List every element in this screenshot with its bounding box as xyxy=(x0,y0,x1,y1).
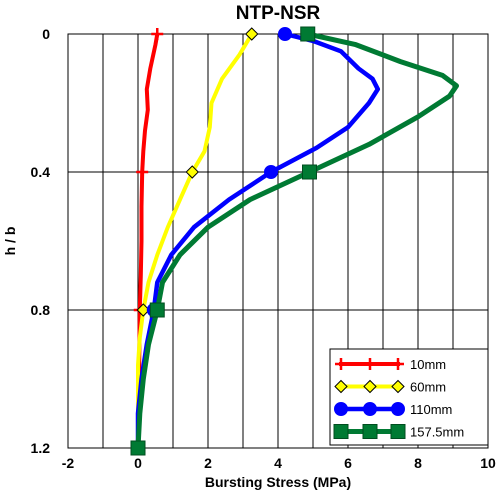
legend-marker xyxy=(363,379,377,394)
x-tick-label: 4 xyxy=(274,455,282,471)
x-tick-label: -2 xyxy=(62,455,75,471)
x-axis-label: Bursting Stress (MPa) xyxy=(205,474,351,490)
legend-item: 157.5mm xyxy=(333,424,464,440)
x-tick-label: 10 xyxy=(480,455,496,471)
x-tick-label: 2 xyxy=(204,455,212,471)
legend-marker xyxy=(335,358,347,370)
series-group xyxy=(130,26,459,456)
data-point xyxy=(278,27,292,41)
legend-marker xyxy=(392,358,404,370)
series-line xyxy=(136,32,254,448)
series-157.5mm xyxy=(130,26,459,456)
legend-marker xyxy=(363,402,377,416)
legend-marker xyxy=(334,379,348,394)
legend-marker xyxy=(362,424,378,439)
legend-marker xyxy=(364,358,376,370)
data-point xyxy=(245,27,259,41)
data-point xyxy=(300,26,316,42)
legend-item: 60mm xyxy=(334,379,446,395)
legend-marker xyxy=(333,424,349,439)
y-tick-label: 0 xyxy=(42,26,50,42)
series-line xyxy=(135,31,459,449)
legend-item: 110mm xyxy=(334,402,452,417)
legend-marker xyxy=(391,402,405,416)
legend-marker xyxy=(334,402,348,416)
legend-item: 10mm xyxy=(335,357,446,372)
data-point xyxy=(185,165,199,179)
y-axis-label: h / b xyxy=(2,227,18,256)
y-tick-label: 0.8 xyxy=(31,302,51,318)
data-point xyxy=(151,28,164,40)
data-point xyxy=(149,302,165,318)
legend-label: 60mm xyxy=(410,380,446,395)
x-tick-label: 0 xyxy=(134,455,142,471)
legend-marker xyxy=(391,379,405,394)
tick-labels: -2 0 2 4 6 8 10 0 0.4 0.8 1.2 xyxy=(31,26,496,471)
legend-marker xyxy=(390,424,406,439)
data-point xyxy=(302,164,317,180)
y-tick-label: 0.4 xyxy=(31,164,51,180)
data-point xyxy=(264,165,278,179)
x-tick-label: 8 xyxy=(414,455,422,471)
legend-label: 110mm xyxy=(410,402,452,417)
y-tick-label: 1.2 xyxy=(31,440,51,456)
series-60mm xyxy=(136,27,259,448)
legend-label: 157.5mm xyxy=(410,425,464,440)
data-point xyxy=(130,440,146,456)
chart-title: NTP-NSR xyxy=(236,3,321,24)
legend-label: 10mm xyxy=(410,357,446,372)
x-tick-label: 6 xyxy=(344,455,352,471)
legend: 10mm 60mm 110mm 157.5mm xyxy=(329,348,489,446)
data-point xyxy=(136,166,149,178)
